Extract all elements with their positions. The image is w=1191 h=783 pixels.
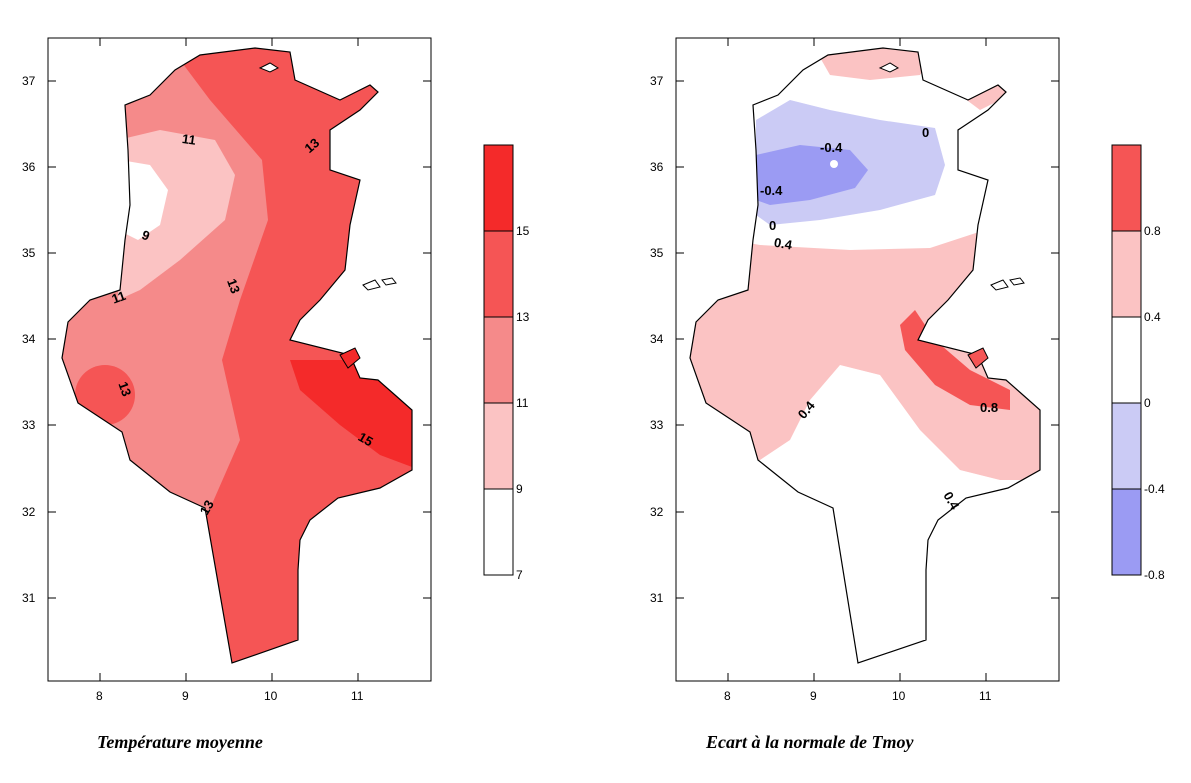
legend-swatch xyxy=(1112,145,1141,231)
x-tick-label: 10 xyxy=(892,689,906,703)
legend-level: 15 xyxy=(516,224,530,238)
legend-level: -0.8 xyxy=(1144,568,1165,582)
contour-label: 11 xyxy=(181,131,197,148)
x-axis: 8 9 10 11 xyxy=(96,38,364,703)
legend-swatch xyxy=(1112,231,1141,317)
y-tick-label: 32 xyxy=(650,505,664,519)
legend-level: -0.4 xyxy=(1144,482,1165,496)
y-tick-label: 33 xyxy=(22,418,36,432)
legend-anomaly: 0.8 0.4 0 -0.4 -0.8 xyxy=(1111,144,1165,582)
contour-label: 0.8 xyxy=(980,400,998,415)
x-tick-label: 10 xyxy=(264,689,278,703)
contour-label: 0 xyxy=(769,218,776,233)
legend-swatch xyxy=(1112,403,1141,489)
galite-island xyxy=(878,62,900,73)
y-tick-label: 31 xyxy=(22,591,36,605)
legend-level: 7 xyxy=(516,568,523,582)
tunisia-outline xyxy=(689,47,1041,664)
y-tick-label: 36 xyxy=(22,160,36,174)
legend-swatch xyxy=(484,317,513,403)
map-ecart-normale: 37 36 35 34 33 32 31 8 9 10 11 0 -0.4 -0… xyxy=(650,37,1165,703)
y-tick-label: 35 xyxy=(650,246,664,260)
contour-label: 15 xyxy=(356,429,376,449)
y-tick-label: 34 xyxy=(650,332,664,346)
y-tick-label: 35 xyxy=(22,246,36,260)
x-tick-label: 8 xyxy=(96,689,103,703)
y-tick-label: 33 xyxy=(650,418,664,432)
y-axis: 37 36 35 34 33 32 31 xyxy=(650,74,1059,605)
contour-label: 13 xyxy=(224,277,243,296)
contour-label: 9 xyxy=(140,227,152,244)
x-tick-label: 11 xyxy=(979,689,992,703)
map-caption-anomaly: Ecart à la normale de Tmoy xyxy=(706,732,914,752)
legend-swatch xyxy=(1112,317,1141,403)
map-temperature-moyenne: 37 36 35 34 33 32 31 8 9 10 11 11 13 9 1… xyxy=(22,37,530,703)
y-tick-label: 37 xyxy=(650,74,664,88)
legend-level: 0.8 xyxy=(1144,224,1161,238)
galite-island xyxy=(258,62,280,73)
y-tick-label: 36 xyxy=(650,160,664,174)
kerkennah-islands xyxy=(990,277,1025,291)
y-tick-label: 32 xyxy=(22,505,36,519)
x-axis: 8 9 10 11 xyxy=(724,38,992,703)
legend-swatch xyxy=(1112,489,1141,575)
kerkennah-islands xyxy=(362,277,397,291)
legend-level: 13 xyxy=(516,310,530,324)
y-tick-label: 37 xyxy=(22,74,36,88)
legend-level: 9 xyxy=(516,482,523,496)
x-tick-label: 11 xyxy=(351,689,364,703)
zone-minus-0.4-minus-0.8 xyxy=(756,145,868,205)
djerba-island xyxy=(339,347,361,369)
x-tick-label: 9 xyxy=(810,689,817,703)
zone-13-15-west xyxy=(75,365,135,425)
legend-temperature: 15 13 11 9 7 xyxy=(483,144,530,582)
station-marker xyxy=(830,160,838,168)
legend-level: 11 xyxy=(516,396,529,410)
contour-label: 13 xyxy=(115,380,134,399)
x-tick-label: 9 xyxy=(182,689,189,703)
legend-swatch xyxy=(484,403,513,489)
legend-level: 0.4 xyxy=(1144,310,1161,324)
contour-label: -0.4 xyxy=(820,140,843,155)
contour-label: 11 xyxy=(110,288,128,307)
zone-0.4-0.8-cap-bon xyxy=(960,80,1010,110)
contour-label: 0 xyxy=(922,125,929,140)
contour-label: 0.4 xyxy=(773,235,794,253)
y-axis: 37 36 35 34 33 32 31 xyxy=(22,74,431,605)
contour-label: -0.4 xyxy=(760,183,783,198)
tunisia-outline xyxy=(61,47,413,664)
contour-label: 13 xyxy=(197,498,217,518)
map-caption-temperature: Température moyenne xyxy=(97,732,263,752)
legend-swatch xyxy=(484,489,513,575)
djerba-island xyxy=(967,347,989,369)
y-tick-label: 34 xyxy=(22,332,36,346)
y-tick-label: 31 xyxy=(650,591,664,605)
x-tick-label: 8 xyxy=(724,689,731,703)
legend-swatch xyxy=(484,231,513,317)
legend-level: 0 xyxy=(1144,396,1151,410)
legend-swatch xyxy=(484,145,513,231)
zone-7-9 xyxy=(118,160,168,240)
